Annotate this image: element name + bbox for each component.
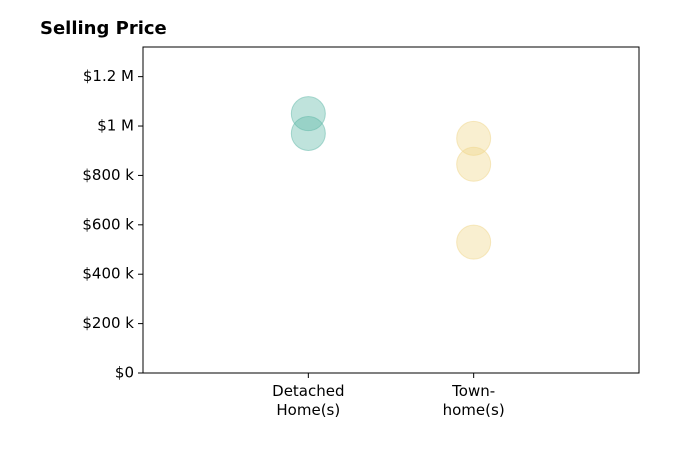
chart-title: Selling Price (40, 18, 167, 39)
y-tick-label: $800 k (82, 166, 134, 184)
x-tick-label: Detached Home(s) (272, 382, 345, 419)
y-tick-label: $1 M (97, 117, 134, 135)
point (290, 115, 326, 151)
point (290, 96, 326, 132)
point (456, 120, 492, 156)
y-tick-label: $400 k (82, 265, 134, 283)
point (456, 224, 492, 260)
y-tick-label: $1.2 M (83, 67, 134, 85)
y-tick-label: $200 k (82, 314, 134, 332)
y-tick-label: $0 (115, 364, 134, 382)
point (456, 146, 492, 182)
y-tick-label: $600 k (82, 215, 134, 233)
x-tick-label: Town- home(s) (442, 382, 505, 419)
plot-frame (142, 46, 640, 374)
